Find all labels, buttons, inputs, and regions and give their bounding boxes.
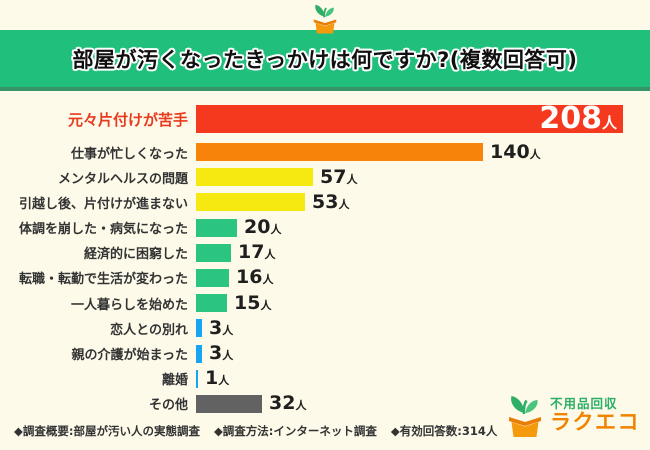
brand-logo: 不用品回収 ラクエコ (505, 392, 640, 438)
value-unit: 人 (222, 323, 234, 337)
bar-area: 16人 (196, 266, 650, 289)
survey-notes: ◆調査概要:部屋が汚い人の実態調査 ◆調査方法:インターネット調査 ◆有効回答数:3… (14, 423, 511, 439)
value-unit: 人 (218, 374, 230, 388)
sprout-box-icon (311, 2, 339, 34)
bar (196, 294, 227, 313)
value-unit: 人 (338, 197, 350, 211)
bar-area: 3人 (196, 342, 650, 364)
note-overview: ◆調査概要:部屋が汚い人の実態調査 (14, 424, 200, 438)
bar (196, 193, 305, 212)
bar-area: 140人 (196, 140, 650, 163)
category-label: メンタルヘルスの問題 (57, 171, 188, 187)
bar (196, 394, 262, 413)
bar-chart: 元々片付けが苦手 208人 仕事が忙しくなった 140人 メンタルヘルスの問題 57人 引越… (0, 101, 650, 420)
chart-row: 引越し後、片付けが進まない 53人 (0, 190, 650, 213)
category-label: 離婚 (161, 373, 188, 389)
bar (196, 344, 202, 363)
category-label: その他 (148, 398, 188, 414)
bar (196, 319, 202, 338)
value-unit: 人 (346, 172, 358, 186)
value-unit: 人 (295, 399, 307, 413)
value-label: 53人 (312, 190, 350, 213)
category-label: 一人暮らしを始めた (70, 297, 188, 313)
bar-area: 53人 (196, 190, 650, 213)
value-label: 32人 (269, 392, 307, 415)
bar-area: 1人 (196, 367, 650, 390)
chart-row: 体調を崩した・病気になった 20人 (0, 216, 650, 239)
bar-area: 20人 (196, 216, 650, 239)
category-label: 経済的に困窮した (83, 247, 188, 263)
value-unit: 人 (264, 248, 276, 262)
value-unit: 人 (222, 349, 234, 362)
category-label: 転職・転勤で生活が変わった (18, 272, 188, 288)
category-label: 引越し後、片付けが進まない (18, 196, 188, 212)
category-label: 親の介護が始まった (71, 348, 188, 363)
category-label: 恋人との別れ (110, 322, 188, 338)
chart-row: 離婚 1人 (0, 367, 650, 390)
bar (196, 268, 229, 287)
note-method: ◆調査方法:インターネット調査 (213, 424, 377, 438)
chart-row: 転職・転勤で生活が変わった 16人 (0, 266, 650, 289)
value-unit: 人 (601, 114, 617, 132)
chart-row: 親の介護が始まった 3人 (0, 342, 650, 364)
sprout-box-logo-icon (509, 396, 541, 437)
chart-row: 一人暮らしを始めた 15人 (0, 291, 650, 314)
value-label: 208人 (539, 101, 617, 136)
bar (196, 168, 313, 187)
value-label: 3人 (209, 342, 234, 364)
bar (196, 243, 231, 262)
brand-name: ラクエコ (550, 409, 640, 434)
value-label: 3人 (209, 316, 234, 339)
value-unit: 人 (529, 147, 541, 161)
value-unit: 人 (260, 298, 272, 312)
bar-area: 32人 (196, 392, 650, 415)
chart-row: 経済的に困窮した 17人 (0, 241, 650, 264)
chart-row: 仕事が忙しくなった 140人 (0, 140, 650, 163)
value-label: 140人 (490, 140, 541, 163)
value-label: 15人 (234, 291, 272, 314)
bar-area: 15人 (196, 291, 650, 314)
bar: 208人 (196, 101, 623, 136)
page-title: 部屋が汚くなったきっかけは何ですか?(複数回答可) (72, 47, 578, 72)
chart-row: 元々片付けが苦手 208人 (0, 101, 650, 136)
bar (196, 218, 237, 237)
bar-area: 3人 (196, 316, 650, 339)
value-label: 17人 (238, 241, 276, 264)
bar (196, 143, 483, 161)
note-responses: ◆有効回答数:314人 (390, 424, 498, 438)
value-unit: 人 (270, 223, 282, 237)
value-label: 57人 (320, 165, 358, 188)
bar-area: 208人 (196, 101, 650, 136)
chart-row: その他 32人 (0, 392, 650, 415)
category-label: 仕事が忙しくなった (70, 146, 188, 162)
brand-logo-text: 不用品回収 ラクエコ (550, 397, 640, 432)
value-label: 20人 (244, 216, 282, 239)
value-label: 1人 (205, 367, 230, 390)
value-unit: 人 (262, 273, 274, 287)
bar-area: 57人 (196, 165, 650, 188)
brand-service-name: 不用品回収 (550, 396, 618, 412)
category-label: 体調を崩した・病気になった (18, 222, 188, 238)
value-label: 16人 (236, 266, 274, 289)
bar (196, 369, 198, 388)
chart-row: 恋人との別れ 3人 (0, 316, 650, 339)
chart-row: メンタルヘルスの問題 57人 (0, 165, 650, 188)
category-label: 元々片付けが苦手 (67, 110, 188, 129)
bar-area: 17人 (196, 241, 650, 264)
header-banner: 部屋が汚くなったきっかけは何ですか?(複数回答可) (0, 30, 650, 91)
